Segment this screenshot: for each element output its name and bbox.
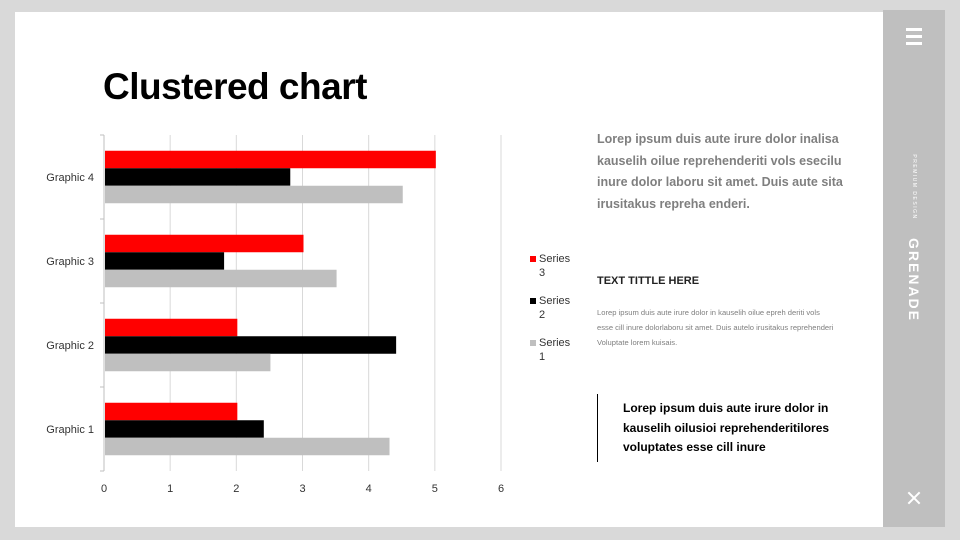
x-tick-label: 3 <box>299 483 305 495</box>
side-panel: PREMIUM DESIGN GRENADE <box>883 10 945 527</box>
x-tick-label: 4 <box>366 483 372 495</box>
category-label: Graphic 4 <box>46 172 94 184</box>
bar-series-2-graphic-2 <box>105 336 397 354</box>
bar-series-2-graphic-4 <box>105 168 291 186</box>
legend-label: Series 2 <box>539 294 573 322</box>
x-tick-label: 2 <box>233 483 239 495</box>
x-tick-label: 6 <box>498 483 504 495</box>
bar-series-3-graphic-3 <box>105 234 304 253</box>
text-title-heading: TEXT TITTLE HERE <box>597 275 700 287</box>
bar-series-3-graphic-4 <box>105 150 436 169</box>
legend-label-line: 3 <box>539 267 546 279</box>
category-label: Graphic 2 <box>46 340 94 352</box>
bar-series-1-graphic-2 <box>105 353 271 372</box>
quote-text: Lorep ipsum duis aute irure dolor in kau… <box>623 401 830 454</box>
page-title: Clustered chart <box>103 66 367 107</box>
x-tick-label: 0 <box>101 483 107 495</box>
quote-divider <box>597 394 598 462</box>
intro-paragraph: Lorep ipsum duis aute irure dolor inalis… <box>597 132 843 211</box>
bar-series-3-graphic-1 <box>105 402 238 421</box>
legend-swatch <box>530 340 536 346</box>
body-paragraph: Lorep ipsum duis aute irure dolor in kau… <box>597 308 834 347</box>
x-tick-label: 1 <box>167 483 173 495</box>
legend-swatch <box>530 298 536 304</box>
bar-series-3-graphic-2 <box>105 318 238 337</box>
legend-label-line: 2 <box>539 309 546 321</box>
legend-label: Series 3 <box>539 252 573 280</box>
x-tick-label: 5 <box>432 483 438 495</box>
legend-label: Series 1 <box>539 336 573 364</box>
bar-series-1-graphic-1 <box>105 437 390 456</box>
legend-label-line: Series <box>539 253 571 265</box>
bar-series-1-graphic-4 <box>105 185 403 204</box>
bar-series-2-graphic-3 <box>105 252 225 270</box>
hamburger-menu-icon[interactable] <box>906 28 922 46</box>
legend-label-line: Series <box>539 295 571 307</box>
bar-series-1-graphic-3 <box>105 269 337 288</box>
bar-series-2-graphic-1 <box>105 420 264 438</box>
legend-label-line: Series <box>539 337 571 349</box>
category-label: Graphic 3 <box>46 256 94 268</box>
legend-label-line: 1 <box>539 351 546 363</box>
legend-swatch <box>530 256 536 262</box>
category-label: Graphic 1 <box>46 424 94 436</box>
